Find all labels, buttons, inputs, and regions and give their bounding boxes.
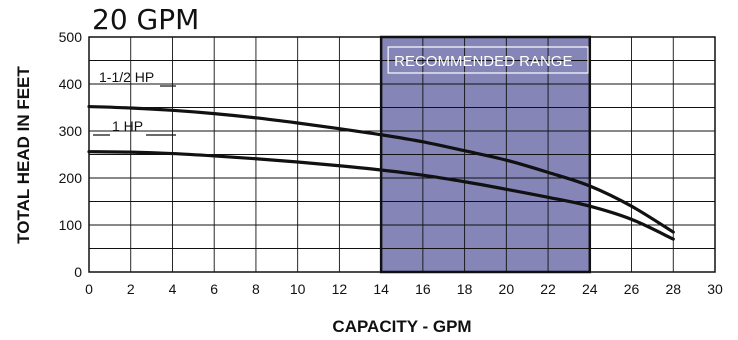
x-tick-label: 24	[582, 281, 598, 297]
x-tick-label: 14	[373, 281, 389, 297]
x-tick-label: 8	[252, 281, 260, 297]
y-tick-label: 200	[59, 170, 83, 186]
x-tick-label: 26	[624, 281, 640, 297]
y-tick-label: 0	[74, 264, 82, 280]
series-label: 1-1/2 HP	[99, 69, 154, 85]
x-axis-label: CAPACITY - GPM	[332, 317, 471, 336]
chart-title: 20 GPM	[92, 3, 199, 36]
x-tick-label: 30	[707, 281, 723, 297]
y-tick-label: 300	[59, 123, 83, 139]
x-tick-labels: 0 2 4 6 8 10 12 14 16 18 20 22 24 26 28 30	[85, 281, 723, 297]
x-tick-label: 20	[499, 281, 515, 297]
x-tick-label: 28	[665, 281, 681, 297]
x-tick-label: 16	[415, 281, 431, 297]
y-tick-labels: 0 100 200 300 400 500	[59, 29, 83, 280]
x-tick-label: 10	[290, 281, 306, 297]
y-axis-label: TOTAL HEAD IN FEET	[14, 66, 33, 244]
x-tick-label: 0	[85, 281, 93, 297]
x-tick-label: 22	[540, 281, 556, 297]
x-tick-label: 2	[127, 281, 135, 297]
y-tick-label: 400	[59, 76, 83, 92]
recommended-range-label: RECOMMENDED RANGE	[394, 53, 572, 70]
y-tick-label: 500	[59, 29, 83, 45]
series-label: 1 HP	[112, 118, 143, 134]
x-tick-label: 18	[457, 281, 473, 297]
x-tick-label: 4	[169, 281, 177, 297]
x-tick-label: 6	[210, 281, 218, 297]
x-tick-label: 12	[332, 281, 348, 297]
y-tick-label: 100	[59, 217, 83, 233]
